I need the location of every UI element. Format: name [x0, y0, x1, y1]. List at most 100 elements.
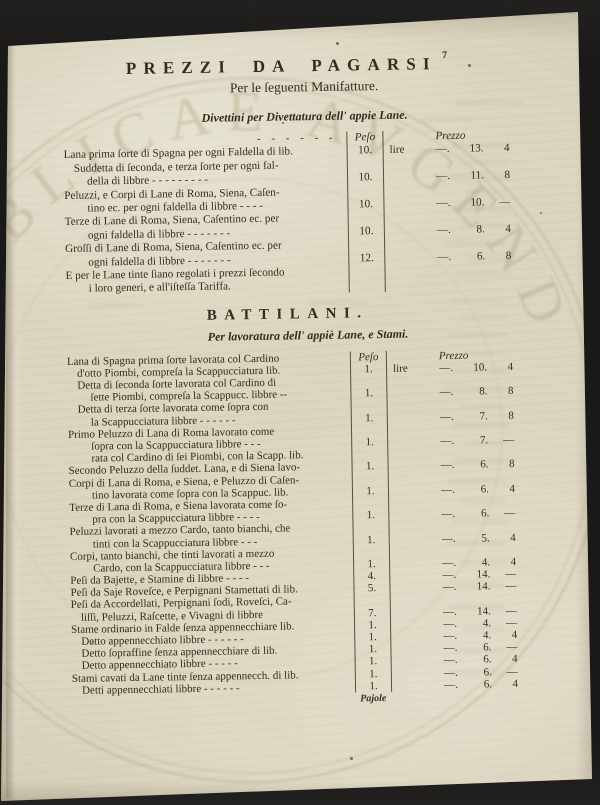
prezzo-part: [392, 667, 422, 680]
prezzo-part: —: [504, 507, 516, 520]
line-peso: [348, 278, 386, 293]
section-battilani-title: BATTILANI.: [206, 304, 369, 324]
prezzo-part: 4: [510, 555, 517, 568]
prezzo-part: 4: [503, 142, 510, 155]
line-peso: 4.: [353, 569, 391, 583]
prezzo-part: —.: [443, 617, 458, 630]
prezzo-part: 10.: [473, 361, 488, 374]
prezzo-part: —.: [441, 508, 456, 521]
prezzo-part: 8: [508, 409, 514, 422]
prezzo-part: [391, 606, 421, 619]
prezzo-part: 4.: [482, 617, 492, 630]
prezzo-part: 14.: [477, 604, 491, 618]
prezzo-part: 4.: [482, 629, 492, 642]
line-peso: 1.: [354, 655, 392, 669]
prezzo-part: [389, 484, 419, 497]
page-subtitle: Per le ſeguenti Manifatture.: [229, 78, 379, 96]
line-peso: 1.: [354, 630, 392, 644]
prezzo-part: lire: [392, 362, 408, 375]
prezzo-part: [387, 387, 417, 400]
prezzo-part: —.: [440, 434, 455, 448]
line-peso: 1.: [353, 618, 392, 632]
prezzo-column-header: Prezzo: [435, 129, 466, 143]
line-peso: 1.: [353, 557, 391, 571]
line-peso: [353, 594, 391, 608]
prezzo-part: [388, 460, 418, 473]
line-peso: [350, 399, 388, 413]
line-peso: 1.: [352, 509, 390, 522]
prezzo-part: —.: [441, 483, 456, 496]
prezzo-part: 6.: [480, 483, 490, 496]
prezzo-part: 4.: [481, 556, 491, 569]
line-prezzo: [386, 276, 546, 292]
ink-speck: [540, 212, 542, 214]
prezzo-part: [390, 533, 420, 546]
line-peso: [347, 238, 386, 253]
section-divettini-heading: Divettini per Divettatura dell' appie La…: [201, 107, 408, 125]
prezzo-part: 8.: [479, 385, 488, 398]
line-peso: [350, 423, 389, 437]
prezzo-part: 7.: [479, 409, 488, 423]
prezzo-part: —.: [440, 459, 455, 472]
prezzo-part: —: [503, 433, 515, 447]
prezzo-part: [388, 411, 418, 424]
prezzo-part: 14.: [476, 580, 491, 593]
line-peso: [352, 521, 390, 534]
prezzo-part: —.: [439, 386, 454, 399]
prezzo-part: 7.: [479, 434, 489, 447]
prezzo-part: 4: [512, 677, 519, 690]
line-peso: 1.: [352, 533, 390, 547]
line-peso: 1.: [351, 435, 389, 449]
prezzo-part: 8: [507, 385, 514, 398]
line-peso: 1.: [354, 643, 392, 656]
line-peso: [351, 472, 389, 486]
prezzo-part: [392, 679, 422, 692]
prezzo-part: —.: [442, 568, 457, 582]
prezzo-part: —.: [436, 196, 451, 210]
prezzo-part: —.: [435, 143, 450, 156]
stamp-outer-ring-inner: [1, 86, 592, 774]
line-peso: 5.: [353, 582, 391, 595]
prezzo-part: —.: [439, 410, 454, 423]
prezzo-part: 11.: [470, 169, 485, 182]
prezzo-part: —: [506, 641, 518, 654]
stamp-outer-ring: [1, 76, 592, 784]
section-battilani-subheading: Per lavoratura dell' appiè Lane, e Stami…: [207, 326, 409, 344]
prezzo-part: 10.: [470, 196, 485, 209]
line-peso: [350, 374, 388, 388]
prezzo-part: [388, 435, 418, 448]
prezzo-part: —: [505, 604, 517, 617]
line-peso: [346, 157, 384, 172]
prezzo-part: [389, 509, 419, 522]
prezzo-part: —.: [441, 532, 456, 545]
prezzo-part: 8: [504, 169, 511, 182]
prezzo-part: [385, 224, 415, 238]
battilani-table: Lana di Spagna prima ſorte lavorata col …: [67, 348, 555, 697]
page-number: 7: [442, 49, 448, 62]
line-peso: 10.: [346, 144, 384, 159]
prezzo-part: 4: [511, 628, 518, 642]
line-peso: [351, 448, 389, 461]
line-peso: 1.: [350, 387, 388, 400]
prezzo-part: —.: [442, 556, 457, 569]
line-peso: [347, 184, 385, 199]
line-peso: 1.: [351, 484, 390, 498]
line-peso: 1.: [349, 362, 388, 376]
prezzo-part: 6.: [480, 458, 489, 471]
line-peso: 10.: [347, 224, 385, 239]
ink-speck: [350, 757, 353, 760]
line-peso: 12.: [348, 251, 386, 266]
page-title: PREZZI DA PAGARSI: [125, 54, 437, 78]
prezzo-part: [392, 655, 422, 668]
prezzo-part: 5.: [481, 531, 490, 544]
prezzo-part: —.: [435, 170, 451, 183]
prezzo-part: 4: [509, 482, 516, 495]
prezzo-column-header: Prezzo: [438, 349, 469, 362]
line-peso: 1.: [351, 460, 389, 474]
line-peso: [347, 211, 385, 226]
prezzo-part: —: [499, 195, 511, 209]
prezzo-part: 4: [510, 531, 516, 544]
ink-speck: [92, 642, 94, 644]
line-prezzo: —. 6. 4: [392, 677, 552, 692]
